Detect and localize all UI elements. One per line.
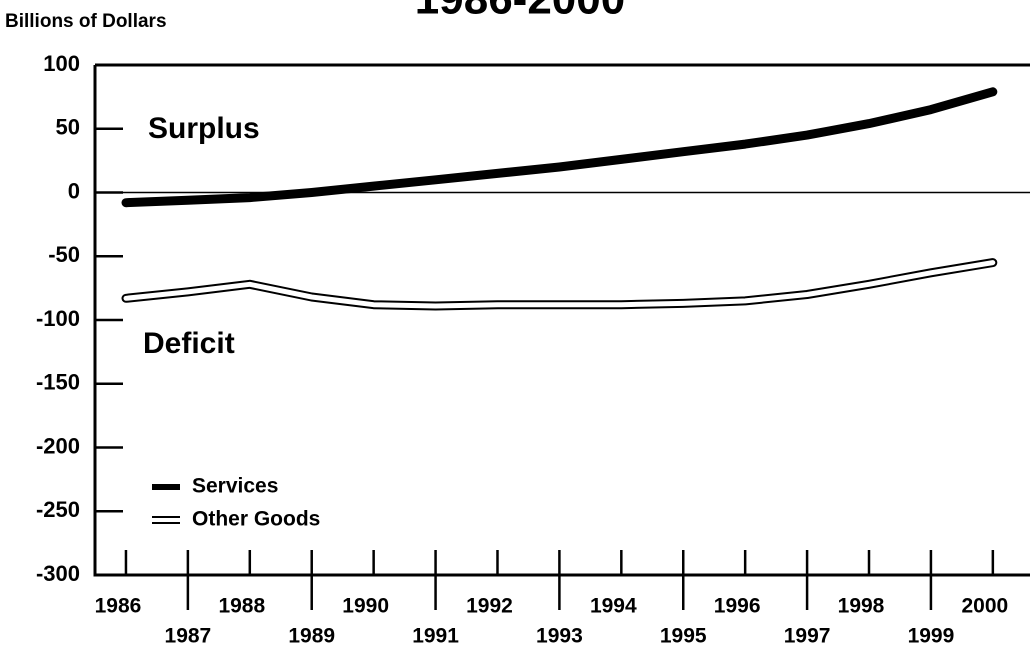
x-tick-label: 1994 <box>590 595 637 618</box>
x-tick-label: 1999 <box>908 625 955 648</box>
y-tick-label: -300 <box>36 561 80 586</box>
x-tick-label: 1986 <box>95 595 142 618</box>
x-tick-label: 1990 <box>342 595 389 618</box>
y-tick-label: 0 <box>68 178 80 203</box>
y-tick-label: -150 <box>36 370 80 395</box>
x-tick-label: 1997 <box>784 625 831 648</box>
x-tick-label: 1996 <box>714 595 761 618</box>
x-tick-label: 1987 <box>165 625 212 648</box>
annotation: Surplus <box>148 112 260 145</box>
legend-label: Other Goods <box>192 508 320 531</box>
x-tick-label: 2000 <box>961 595 1008 618</box>
y-tick-label: 50 <box>56 115 80 140</box>
series-line <box>123 260 996 309</box>
y-axis-label: Billions of Dollars <box>5 11 167 32</box>
annotation: Deficit <box>143 327 235 360</box>
y-tick-label: -200 <box>36 433 80 458</box>
chart-title: 1986-2000 <box>415 0 625 24</box>
x-tick-label: 1995 <box>660 625 707 648</box>
x-tick-label: 1991 <box>412 625 459 648</box>
y-tick-label: -100 <box>36 306 80 331</box>
x-tick-label: 1989 <box>288 625 335 648</box>
y-tick-label: -50 <box>48 242 80 267</box>
legend-label: Services <box>192 475 278 498</box>
y-tick-label: -250 <box>36 497 80 522</box>
x-tick-label: 1993 <box>536 625 583 648</box>
x-tick-label: 1998 <box>838 595 885 618</box>
y-tick-label: 100 <box>43 51 80 76</box>
x-tick-label: 1988 <box>218 595 265 618</box>
series-line <box>121 87 998 208</box>
x-tick-label: 1992 <box>466 595 513 618</box>
